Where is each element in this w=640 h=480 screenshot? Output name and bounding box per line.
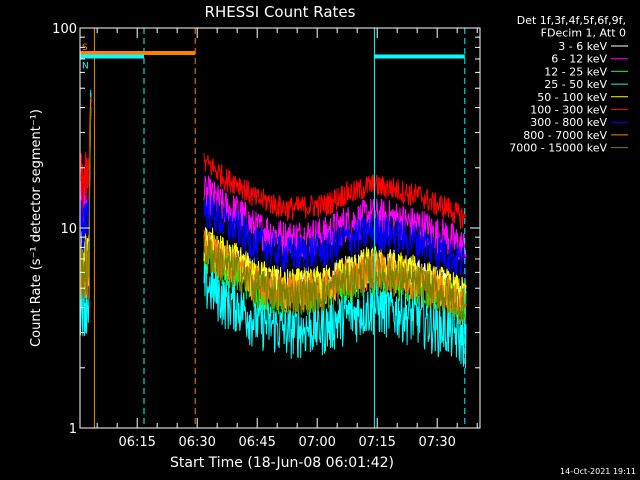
flag-label: N xyxy=(82,62,89,72)
legend-label: 50 - 100 keV xyxy=(537,91,607,104)
trace-early-800-7000-kev xyxy=(79,98,92,299)
y-axis: 1 10 100 xyxy=(52,22,480,437)
x-tick-label: 07:00 xyxy=(298,435,335,450)
legend-label: 7000 - 15000 keV xyxy=(509,142,607,155)
series-7000-15000-kev xyxy=(79,109,467,325)
x-tick-label: 06:45 xyxy=(238,435,275,450)
data-traces xyxy=(79,89,467,369)
y-tick-label: 100 xyxy=(52,22,77,37)
trace-main-300-800-kev xyxy=(203,195,467,279)
attenuator-flags: SN xyxy=(80,43,465,72)
y-axis-label: Count Rate (s⁻¹ detector segment⁻¹) xyxy=(29,109,44,347)
trace-main-100-300-kev xyxy=(203,152,467,229)
series-100-300-kev xyxy=(79,97,467,229)
legend-label: 25 - 50 keV xyxy=(544,78,607,91)
footer-timestamp: 14-Oct-2021 19:11 xyxy=(560,467,636,476)
legend-label: 12 - 25 keV xyxy=(544,65,607,78)
x-tick-label: 06:15 xyxy=(118,435,155,450)
legend-label: 300 - 800 keV xyxy=(530,116,607,129)
legend-label: 100 - 300 keV xyxy=(530,104,607,117)
x-tick-label: 06:30 xyxy=(178,435,215,450)
legend-label: 3 - 6 keV xyxy=(558,40,607,53)
y-tick-label: 10 xyxy=(60,222,77,237)
legend: Det 1f,3f,4f,5f,6f,9f,FDecim 1, Att 03 -… xyxy=(509,14,628,155)
x-tick-label: 07:30 xyxy=(418,435,455,450)
trace-main-7000-15000-kev xyxy=(203,234,467,325)
legend-header: FDecim 1, Att 0 xyxy=(541,27,626,40)
x-tick-label: 07:15 xyxy=(358,435,395,450)
x-axis: 06:15 06:30 06:45 07:00 07:15 07:30 xyxy=(96,28,478,450)
trace-early-7000-15000-kev xyxy=(79,109,92,300)
legend-label: 6 - 12 keV xyxy=(551,53,607,66)
trace-early-100-300-kev xyxy=(79,97,92,209)
legend-header: Det 1f,3f,4f,5f,6f,9f, xyxy=(517,14,626,27)
legend-label: 800 - 7000 keV xyxy=(523,129,607,142)
y-tick-label: 1 xyxy=(69,422,77,437)
trace-main-25-50-kev xyxy=(203,263,467,369)
flag-label: S xyxy=(82,43,88,53)
x-axis-label: Start Time (18-Jun-08 06:01:42) xyxy=(170,455,394,471)
chart-title: RHESSI Count Rates xyxy=(205,3,356,21)
